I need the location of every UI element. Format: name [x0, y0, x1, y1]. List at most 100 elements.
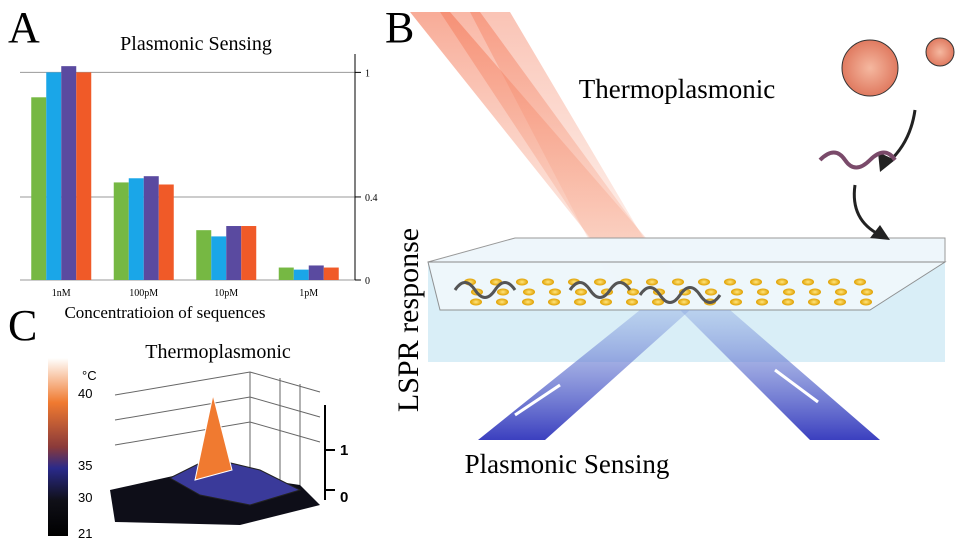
colorbar	[48, 358, 68, 536]
nanoparticle	[834, 298, 846, 306]
panel-letter: C	[8, 301, 37, 350]
x-tick-label: 1pM	[299, 288, 318, 299]
nanoparticle	[542, 278, 554, 286]
nanoparticle	[808, 298, 820, 306]
x-tick-label: 10pM	[214, 288, 238, 299]
virus	[841, 39, 899, 97]
bar	[113, 182, 129, 280]
colorbar-tick: 30	[78, 490, 92, 505]
z-axis	[324, 405, 335, 500]
x-axis-label: Concentratioion of sequences	[64, 303, 265, 322]
nanoparticle	[646, 278, 658, 286]
nanoparticle	[626, 298, 638, 306]
label: Thermoplasmonic	[579, 74, 775, 104]
nanoparticle	[724, 278, 736, 286]
bar	[308, 265, 324, 280]
colorbar-unit: °C	[82, 368, 97, 383]
x-tick-label: 100pM	[129, 288, 158, 299]
nanoparticle	[698, 278, 710, 286]
slab	[427, 261, 947, 311]
bar	[241, 226, 257, 280]
nanoparticle	[730, 298, 742, 306]
nanoparticle	[783, 288, 795, 296]
bar	[211, 236, 227, 280]
bar	[31, 97, 47, 281]
x-tick-label: 1nM	[52, 288, 71, 299]
bar-chart: Plasmonic Sensing Concentratioion of seq…	[20, 33, 378, 322]
nanoparticle	[757, 288, 769, 296]
bar	[46, 72, 62, 280]
arrow	[884, 109, 917, 167]
illustration: Thermoplasmonic LSPR response Plasmonic …	[392, 12, 955, 479]
arrow	[852, 184, 881, 237]
nanoparticle	[776, 278, 788, 286]
nanoparticle	[854, 278, 866, 286]
panel-letter: B	[385, 3, 414, 52]
z-tick: 1	[340, 442, 348, 459]
colorbar-tick: 21	[78, 526, 92, 540]
z-tick: 0	[340, 489, 348, 506]
nanoparticle	[678, 298, 690, 306]
slab-top	[427, 237, 946, 263]
nanoparticle	[470, 298, 482, 306]
beam	[470, 12, 680, 300]
nanoparticle	[809, 288, 821, 296]
nanoparticle	[627, 288, 639, 296]
bar	[226, 226, 242, 280]
bar	[196, 230, 212, 280]
nanoparticle	[496, 298, 508, 306]
bar	[323, 267, 339, 280]
nanoparticle	[594, 278, 606, 286]
chart-title: Plasmonic Sensing	[120, 33, 272, 55]
nanoparticle	[802, 278, 814, 286]
colorbar-tick: 40	[78, 386, 92, 401]
nanoparticle	[575, 288, 587, 296]
nanoparticle	[548, 298, 560, 306]
bar	[128, 178, 144, 280]
y-tick-label: 0	[365, 276, 370, 287]
bar	[158, 184, 174, 280]
nanoparticle	[652, 298, 664, 306]
arrow	[514, 383, 561, 417]
nanoparticle	[835, 288, 847, 296]
nanoparticle	[549, 288, 561, 296]
panel-letter: A	[8, 3, 40, 52]
nanoparticle	[516, 278, 528, 286]
nanoparticle	[574, 298, 586, 306]
colorbar-tick: 35	[78, 458, 92, 473]
nanoparticle	[705, 288, 717, 296]
nanoparticle	[497, 288, 509, 296]
dna	[638, 286, 722, 304]
bar	[61, 66, 77, 281]
dna	[818, 150, 897, 170]
dna	[453, 281, 517, 299]
nanoparticle	[861, 288, 873, 296]
incident-beam	[478, 310, 690, 440]
arrow	[774, 368, 819, 404]
surface-plot: Thermoplasmonic °C 40 35 30 21 1 0	[48, 341, 348, 540]
nanoparticle	[522, 298, 534, 306]
nanoparticle	[860, 298, 872, 306]
bar	[143, 176, 159, 280]
dna	[568, 281, 632, 299]
virus	[925, 37, 955, 67]
nanoparticle	[828, 278, 840, 286]
peak	[194, 394, 233, 481]
axes-box	[114, 371, 321, 490]
arrowhead	[878, 152, 895, 172]
nanoparticle	[731, 288, 743, 296]
label: LSPR response	[392, 228, 425, 412]
bar	[278, 267, 294, 280]
nanoparticle	[750, 278, 762, 286]
bar	[76, 72, 92, 280]
nanoparticle	[523, 288, 535, 296]
arrowhead	[870, 225, 890, 240]
nanoparticle	[600, 298, 612, 306]
nanoparticle	[756, 298, 768, 306]
plot-title: Thermoplasmonic	[145, 341, 291, 363]
y-tick-label: 1	[365, 68, 370, 79]
nanoparticle	[672, 278, 684, 286]
bar	[293, 269, 309, 280]
y-tick-label: 0.4	[365, 193, 378, 204]
